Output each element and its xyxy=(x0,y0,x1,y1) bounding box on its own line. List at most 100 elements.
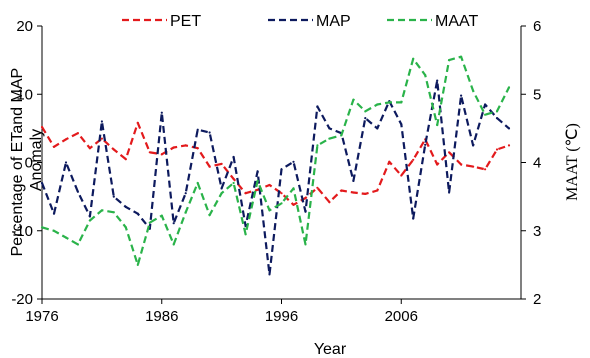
series-line-maat xyxy=(41,55,510,266)
legend: PET MAP MAAT xyxy=(122,13,478,30)
data-point-map xyxy=(40,181,44,185)
data-point-map xyxy=(495,117,499,120)
data-point-pet xyxy=(495,148,499,151)
data-point-pet xyxy=(40,125,44,129)
data-point-maat xyxy=(136,263,139,266)
data-point-map xyxy=(196,128,199,131)
data-point-maat xyxy=(256,179,259,182)
data-point-maat xyxy=(328,137,331,140)
data-point-map xyxy=(220,187,223,190)
data-point-pet xyxy=(124,158,127,161)
data-point-maat xyxy=(364,110,367,113)
data-point-maat xyxy=(124,226,127,229)
data-point-maat xyxy=(172,243,175,246)
data-point-map xyxy=(124,205,127,208)
data-point-maat xyxy=(495,110,499,113)
data-point-pet xyxy=(448,151,451,154)
data-point-map xyxy=(256,170,259,173)
data-point-maat xyxy=(340,134,343,137)
y2-tick-label: 5 xyxy=(533,86,541,103)
data-point-map xyxy=(172,222,175,225)
data-point-map xyxy=(304,210,307,213)
data-point-maat xyxy=(316,144,319,147)
data-point-maat xyxy=(196,181,199,185)
data-point-map xyxy=(448,191,451,194)
y2-tick-label: 4 xyxy=(533,155,541,172)
data-point-pet xyxy=(507,144,511,147)
data-point-pet xyxy=(148,151,151,154)
data-point-pet xyxy=(100,137,103,140)
axes xyxy=(41,26,522,300)
y2-tick-label: 2 xyxy=(533,291,541,308)
data-point-pet xyxy=(484,168,487,171)
data-point-map xyxy=(352,179,355,182)
data-point-map xyxy=(376,127,379,130)
data-point-maat xyxy=(184,211,187,214)
data-point-maat xyxy=(292,187,295,190)
data-point-pet xyxy=(376,189,379,192)
y-axis-title-line-1: Percentage of ETand MAP xyxy=(9,68,26,256)
data-point-map xyxy=(112,195,115,198)
y2-axis-title: MAAT (℃) xyxy=(564,123,581,201)
x-tick-label: 1986 xyxy=(145,308,178,325)
data-point-map xyxy=(400,123,403,126)
data-point-map xyxy=(424,143,427,146)
data-point-pet xyxy=(76,132,79,135)
data-point-map xyxy=(232,155,235,159)
data-point-map xyxy=(484,103,487,106)
ticks: -20 -10 0 10 20 2 3 4 5 6 1976 1986 1996 2006 xyxy=(11,18,541,325)
data-point-maat xyxy=(484,113,487,116)
y-tick-label: 0 xyxy=(25,155,33,172)
legend-label-map: MAP xyxy=(316,13,351,30)
data-point-pet xyxy=(244,192,247,195)
data-point-maat xyxy=(244,233,247,236)
y2-tick-label: 6 xyxy=(533,18,541,35)
data-point-maat xyxy=(460,55,463,58)
data-point-pet xyxy=(232,177,235,180)
data-point-pet xyxy=(364,192,367,195)
legend-label-maat: MAAT xyxy=(435,13,478,30)
y-tick-label: -20 xyxy=(11,291,33,308)
series xyxy=(40,55,511,276)
data-point-map xyxy=(64,161,68,164)
data-point-pet xyxy=(184,144,187,147)
data-point-pet xyxy=(256,188,259,191)
data-point-pet xyxy=(472,165,475,168)
data-point-map xyxy=(328,127,331,130)
data-point-pet xyxy=(280,192,283,195)
data-point-pet xyxy=(328,201,331,204)
data-point-map xyxy=(412,217,415,220)
data-point-map xyxy=(292,160,295,163)
data-point-pet xyxy=(88,147,91,150)
data-point-maat xyxy=(208,214,211,217)
data-point-map xyxy=(472,144,475,147)
data-point-maat xyxy=(412,57,415,60)
data-point-pet xyxy=(352,191,355,194)
data-point-maat xyxy=(388,101,391,104)
y-tick-label: 20 xyxy=(16,18,33,35)
data-point-map xyxy=(268,273,271,276)
series-line-map xyxy=(40,79,510,276)
data-point-maat xyxy=(448,59,451,62)
data-point-map xyxy=(136,212,139,215)
data-point-pet xyxy=(268,183,271,187)
data-point-pet xyxy=(208,165,211,168)
data-point-pet xyxy=(136,121,139,124)
data-point-pet xyxy=(64,138,68,141)
data-point-maat xyxy=(507,86,511,89)
y-tick-label: -10 xyxy=(11,223,33,240)
data-point-maat xyxy=(280,202,283,205)
data-point-maat xyxy=(220,192,223,195)
data-point-pet xyxy=(412,158,415,161)
data-point-pet xyxy=(316,186,319,189)
data-point-map xyxy=(52,212,56,215)
data-point-maat xyxy=(64,236,68,239)
y-axis-title: Percentage of ETand MAP Anomaly xyxy=(9,64,45,257)
data-point-maat xyxy=(40,226,44,229)
data-point-map xyxy=(244,224,247,228)
data-point-pet xyxy=(400,174,403,177)
data-point-map xyxy=(316,105,319,108)
data-point-pet xyxy=(460,163,463,166)
y2-tick-label: 3 xyxy=(533,223,541,240)
